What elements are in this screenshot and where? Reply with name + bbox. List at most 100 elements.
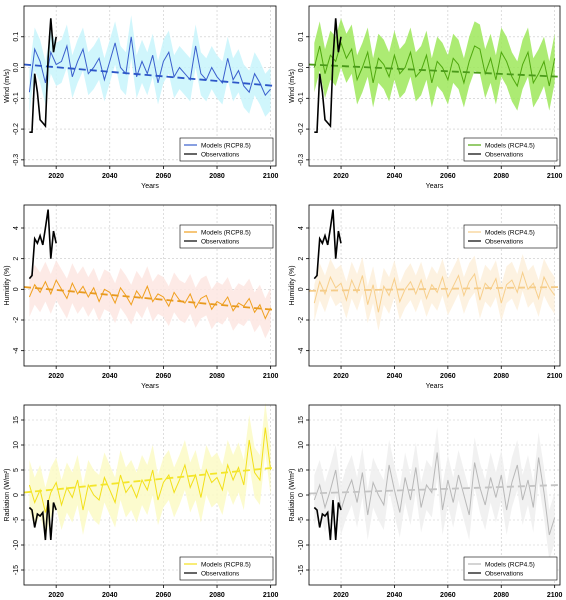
x-tick-label: 2080 — [493, 173, 509, 180]
y-tick-label: 10 — [13, 441, 20, 449]
legend-label: Models (RCP8.5) — [201, 230, 251, 237]
trend-line — [308, 63, 561, 78]
series-line-observations — [313, 499, 342, 541]
x-tick-label: 2040 — [102, 373, 118, 380]
series-line-observations — [314, 18, 342, 133]
plot-frame — [308, 204, 561, 367]
x-tick-label: 2060 — [156, 373, 172, 380]
y-axis-label: Radiation (W/m²) — [4, 469, 11, 522]
x-tick-label: 2060 — [440, 173, 456, 180]
y-tick-label: -0.1 — [298, 92, 305, 104]
legend-label: Models (RCP8.5) — [201, 562, 251, 569]
legend-label: Models (RCP8.5) — [201, 143, 251, 150]
series-line-observations — [28, 499, 57, 541]
plot-frame — [308, 5, 561, 167]
y-tick-label: -15 — [13, 565, 20, 575]
x-tick-label: 2020 — [333, 592, 349, 599]
legend-box — [463, 137, 558, 162]
y-tick-label: 0 — [13, 287, 20, 291]
y-tick-label: 10 — [298, 441, 305, 449]
legend-label: Observations — [201, 239, 240, 246]
y-axis-label: Wind (m/s) — [4, 69, 11, 103]
x-tick-label: 2080 — [493, 592, 509, 599]
legend-label: Observations — [485, 571, 524, 578]
y-tick-label: 0.0 — [13, 63, 20, 73]
x-tick-label: 2080 — [209, 173, 225, 180]
y-tick-label: 0 — [298, 493, 305, 497]
series-line-models — [28, 36, 271, 97]
y-tick-label: 5 — [13, 468, 20, 472]
y-tick-label: -5 — [13, 517, 20, 523]
y-tick-label: -2 — [13, 317, 20, 323]
y-axis-label: Humidity (%) — [4, 265, 11, 305]
y-tick-label: -10 — [13, 540, 20, 550]
y-tick-label: 0.1 — [13, 32, 20, 42]
chart-panel-6: 20202040206020802100-15-10-5051015YearsR… — [289, 404, 563, 599]
chart-panel-2: 2020 2040 2060 2080 2100 -0.3 -0.2 -0.1 0.0 0.1 Ye… — [289, 5, 563, 190]
y-tick-label: 2 — [13, 257, 20, 261]
y-axis-label: Wind (m/s) — [289, 69, 296, 103]
x-tick-label: 2100 — [263, 592, 279, 599]
trend-line — [308, 484, 561, 495]
legend: Models (RCP4.5) Observations — [463, 556, 558, 581]
legend-label: Observations — [485, 239, 524, 246]
y-tick-label: -2 — [298, 317, 305, 323]
y-tick-label: 0 — [13, 493, 20, 497]
legend-label: Observations — [201, 571, 240, 578]
y-tick-label: 4 — [298, 226, 305, 230]
x-axis-label: Years — [141, 183, 159, 190]
uncertainty-band — [314, 254, 555, 331]
legend: Models (RCP4.5) Observations — [463, 137, 558, 162]
legend-box — [463, 556, 558, 581]
legend: Models (RCP4.5) Observations — [463, 224, 558, 249]
legend-label: Models (RCP4.5) — [485, 562, 535, 569]
series-line-observations — [29, 18, 57, 133]
x-tick-label: 2080 — [493, 373, 509, 380]
x-tick-label: 2040 — [102, 592, 118, 599]
plot-frame — [23, 204, 277, 367]
legend-box — [179, 556, 274, 581]
x-tick-label: 2060 — [440, 592, 456, 599]
y-tick-label: 2 — [298, 257, 305, 261]
x-tick-label: 2100 — [547, 173, 563, 180]
y-tick-label: -0.2 — [13, 123, 20, 135]
x-tick-label: 2040 — [387, 373, 403, 380]
x-tick-label: 2020 — [48, 173, 64, 180]
plot-frame — [23, 5, 277, 167]
legend: Models (RCP8.5) Observations — [179, 137, 274, 162]
x-tick-label: 2040 — [102, 173, 118, 180]
chart-panel-1: 2020 2040 2060 2080 2100 -0.3 -0.2 -0.1 0.0 0.1 Ye… — [4, 5, 279, 190]
chart-panel-4: 2020 2040 2060 2080 2100 -4 -2 0 2 4 Years Humidity… — [289, 204, 563, 390]
uncertainty-band — [314, 18, 555, 111]
y-axis-label: Humidity (%) — [289, 265, 296, 305]
x-tick-label: 2020 — [48, 373, 64, 380]
uncertainty-band — [29, 402, 271, 538]
y-tick-label: -5 — [298, 517, 305, 523]
x-tick-label: 2040 — [387, 592, 403, 599]
series-line-observations — [313, 209, 342, 280]
legend: Models (RCP8.5) Observations — [179, 556, 274, 581]
y-tick-label: 4 — [13, 226, 20, 230]
legend-box — [179, 224, 274, 249]
uncertainty-band — [314, 427, 555, 560]
legend-label: Observations — [201, 152, 240, 159]
legend-label: Models (RCP4.5) — [485, 143, 535, 150]
chart-panel-5: 20202040206020802100-15-10-5051015YearsR… — [4, 402, 279, 599]
series-line-observations — [28, 209, 57, 280]
y-tick-label: -15 — [298, 565, 305, 575]
x-tick-label: 2060 — [440, 373, 456, 380]
x-tick-label: 2060 — [156, 592, 172, 599]
y-tick-label: -0.1 — [13, 92, 20, 104]
y-tick-label: 0.0 — [298, 63, 305, 73]
x-tick-label: 2080 — [209, 373, 225, 380]
x-tick-label: 2100 — [263, 373, 279, 380]
y-tick-label: -0.2 — [298, 123, 305, 135]
y-tick-label: 5 — [298, 468, 305, 472]
x-tick-label: 2100 — [263, 173, 279, 180]
x-tick-label: 2060 — [156, 173, 172, 180]
y-tick-label: -0.3 — [298, 154, 305, 166]
y-tick-label: -4 — [13, 347, 20, 353]
legend-box — [179, 137, 274, 162]
x-tick-label: 2020 — [48, 592, 64, 599]
trend-line — [23, 466, 277, 494]
